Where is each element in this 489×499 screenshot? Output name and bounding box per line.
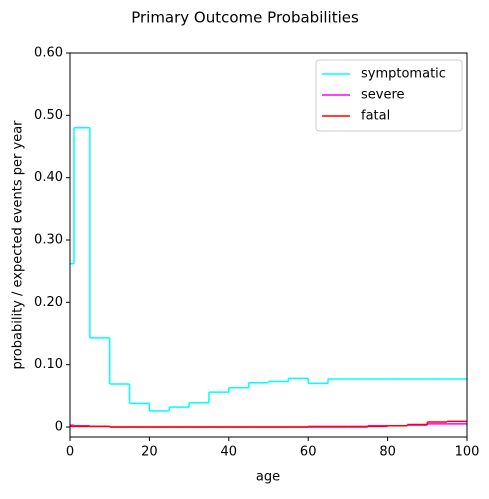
x-tick-label: 100	[455, 445, 480, 460]
chart-title: Primary Outcome Probabilities	[131, 9, 359, 27]
x-tick-label: 0	[66, 445, 74, 460]
y-tick-label: 0.50	[34, 108, 63, 123]
y-tick-label: 0.10	[34, 357, 63, 372]
legend-label: fatal	[361, 109, 390, 124]
y-tick-label: 0.30	[34, 233, 63, 248]
y-tick-label: 0.60	[34, 46, 63, 61]
y-tick-label: 0.20	[34, 295, 63, 310]
legend-label: severe	[361, 88, 405, 103]
legend-box	[315, 59, 463, 132]
x-tick-label: 40	[221, 445, 238, 460]
x-tick-label: 60	[300, 445, 317, 460]
y-axis-label: probability / expected events per year	[11, 120, 26, 370]
plot-frame	[69, 52, 468, 438]
x-tick-label: 80	[379, 445, 396, 460]
y-tick-label: 0	[55, 420, 63, 435]
x-axis-label: age	[256, 470, 280, 485]
x-tick-label: 20	[141, 445, 158, 460]
legend-label: symptomatic	[361, 67, 446, 82]
y-tick-label: 0.40	[34, 170, 63, 185]
